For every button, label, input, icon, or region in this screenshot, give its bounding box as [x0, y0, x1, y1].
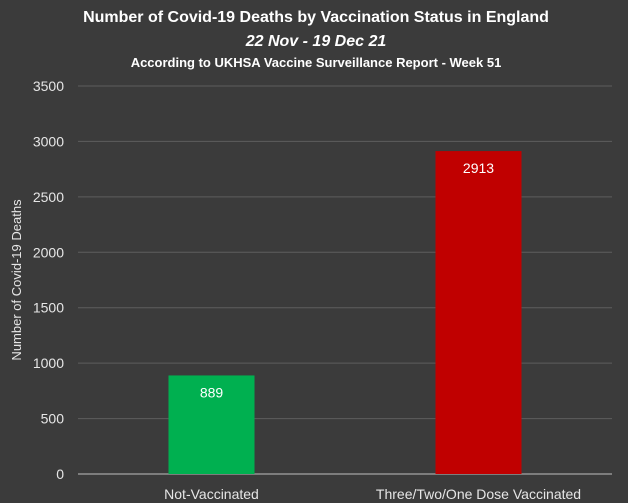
y-tick-label: 500 [41, 411, 65, 427]
chart-subtitle: 22 Nov - 19 Dec 21 [245, 33, 387, 50]
data-label: 889 [200, 384, 224, 400]
chart-subtitle-source: According to UKHSA Vaccine Surveillance … [131, 55, 502, 70]
category-label: Not-Vaccinated [164, 486, 259, 502]
gridlines [78, 85, 612, 475]
y-tick-label: 2500 [33, 189, 64, 205]
chart-title: Number of Covid-19 Deaths by Vaccination… [83, 9, 549, 26]
bars [168, 151, 522, 475]
category-label: Three/Two/One Dose Vaccinated [376, 486, 581, 502]
y-axis-label: Number of Covid-19 Deaths [9, 199, 24, 361]
bar [168, 375, 255, 474]
y-tick-label: 0 [56, 466, 64, 482]
y-tick-label: 3000 [33, 133, 64, 149]
data-label: 2913 [463, 160, 494, 176]
data-labels: 889 2913 [200, 160, 494, 400]
y-tick-label: 1500 [33, 300, 64, 316]
y-axis-ticks: 0 500 1000 1500 2000 2500 3000 3500 [33, 78, 64, 482]
category-labels: Not-Vaccinated Three/Two/One Dose Vaccina… [164, 486, 581, 502]
y-tick-label: 2000 [33, 244, 64, 260]
y-tick-label: 1000 [33, 355, 64, 371]
bar [435, 151, 522, 475]
y-tick-label: 3500 [33, 78, 64, 94]
